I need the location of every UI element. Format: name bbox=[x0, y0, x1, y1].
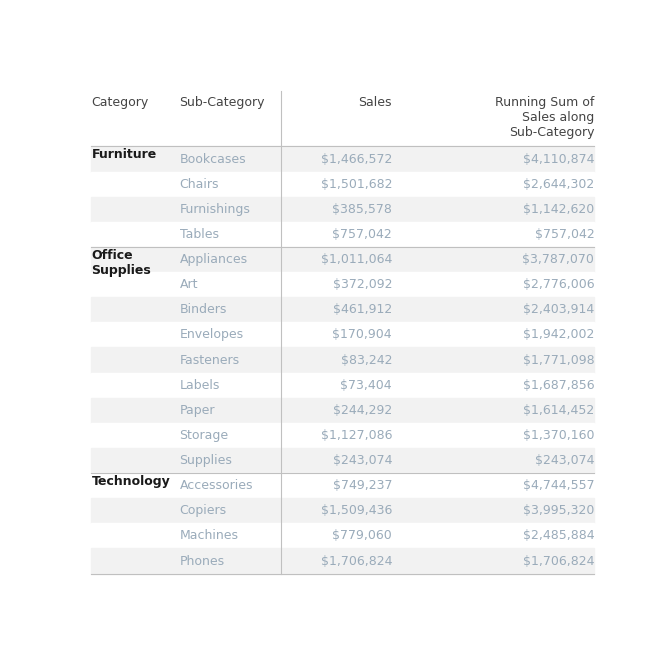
Text: $1,501,682: $1,501,682 bbox=[320, 178, 392, 191]
Text: $1,142,620: $1,142,620 bbox=[523, 203, 594, 215]
Text: $2,403,914: $2,403,914 bbox=[523, 303, 594, 316]
Text: $244,292: $244,292 bbox=[333, 404, 392, 417]
Bar bbox=[92, 222, 594, 247]
Text: $3,995,320: $3,995,320 bbox=[523, 504, 594, 517]
Text: $3,787,070: $3,787,070 bbox=[522, 253, 594, 266]
Bar bbox=[92, 323, 594, 347]
Text: Labels: Labels bbox=[179, 379, 220, 392]
Text: $243,074: $243,074 bbox=[535, 454, 594, 467]
Text: $83,242: $83,242 bbox=[341, 353, 392, 366]
Bar bbox=[92, 172, 594, 197]
Text: $4,110,874: $4,110,874 bbox=[522, 153, 594, 165]
Bar bbox=[92, 448, 594, 473]
Bar bbox=[92, 272, 594, 297]
Bar bbox=[92, 423, 594, 448]
Text: $461,912: $461,912 bbox=[333, 303, 392, 316]
Text: $1,706,824: $1,706,824 bbox=[522, 554, 594, 567]
Bar bbox=[92, 146, 594, 172]
Text: Phones: Phones bbox=[179, 554, 225, 567]
Text: Binders: Binders bbox=[179, 303, 227, 316]
Bar bbox=[92, 347, 594, 373]
Text: $1,771,098: $1,771,098 bbox=[522, 353, 594, 366]
Text: $1,466,572: $1,466,572 bbox=[320, 153, 392, 165]
Text: $243,074: $243,074 bbox=[332, 454, 392, 467]
Text: Paper: Paper bbox=[179, 404, 215, 417]
Text: $2,485,884: $2,485,884 bbox=[522, 530, 594, 543]
Bar bbox=[92, 398, 594, 423]
Text: $73,404: $73,404 bbox=[341, 379, 392, 392]
Text: Tables: Tables bbox=[179, 228, 219, 241]
Text: Category: Category bbox=[92, 96, 149, 109]
Text: $1,706,824: $1,706,824 bbox=[320, 554, 392, 567]
Text: Copiers: Copiers bbox=[179, 504, 227, 517]
Text: $757,042: $757,042 bbox=[332, 228, 392, 241]
Text: $170,904: $170,904 bbox=[332, 328, 392, 342]
Bar bbox=[92, 498, 594, 523]
Text: Sales: Sales bbox=[359, 96, 392, 109]
Text: $1,509,436: $1,509,436 bbox=[320, 504, 392, 517]
Text: Supplies: Supplies bbox=[179, 454, 232, 467]
Bar bbox=[92, 373, 594, 398]
Text: $757,042: $757,042 bbox=[535, 228, 594, 241]
Bar bbox=[92, 549, 594, 573]
Text: $2,776,006: $2,776,006 bbox=[522, 278, 594, 291]
Text: Furnishings: Furnishings bbox=[179, 203, 250, 215]
Bar bbox=[92, 197, 594, 222]
Text: Running Sum of
Sales along
Sub-Category: Running Sum of Sales along Sub-Category bbox=[495, 96, 594, 139]
Text: Technology: Technology bbox=[92, 475, 170, 488]
Text: Office
Supplies: Office Supplies bbox=[92, 249, 151, 277]
Text: $385,578: $385,578 bbox=[332, 203, 392, 215]
Text: Chairs: Chairs bbox=[179, 178, 219, 191]
Text: $372,092: $372,092 bbox=[332, 278, 392, 291]
Text: Machines: Machines bbox=[179, 530, 239, 543]
Text: Envelopes: Envelopes bbox=[179, 328, 244, 342]
Bar bbox=[92, 247, 594, 272]
Text: Furniture: Furniture bbox=[92, 148, 157, 161]
Text: Sub-Category: Sub-Category bbox=[179, 96, 265, 109]
Text: $749,237: $749,237 bbox=[332, 479, 392, 492]
Text: Appliances: Appliances bbox=[179, 253, 248, 266]
Text: $779,060: $779,060 bbox=[332, 530, 392, 543]
Text: $1,942,002: $1,942,002 bbox=[523, 328, 594, 342]
Text: $1,011,064: $1,011,064 bbox=[320, 253, 392, 266]
Bar bbox=[92, 297, 594, 323]
Text: $1,687,856: $1,687,856 bbox=[522, 379, 594, 392]
Bar bbox=[92, 473, 594, 498]
Text: Fasteners: Fasteners bbox=[179, 353, 240, 366]
Text: $1,370,160: $1,370,160 bbox=[522, 429, 594, 442]
Text: Art: Art bbox=[179, 278, 198, 291]
Text: Storage: Storage bbox=[179, 429, 229, 442]
Text: Bookcases: Bookcases bbox=[179, 153, 246, 165]
Text: $1,127,086: $1,127,086 bbox=[320, 429, 392, 442]
Text: Accessories: Accessories bbox=[179, 479, 253, 492]
Text: $4,744,557: $4,744,557 bbox=[522, 479, 594, 492]
Text: $2,644,302: $2,644,302 bbox=[523, 178, 594, 191]
Bar bbox=[92, 523, 594, 549]
Text: $1,614,452: $1,614,452 bbox=[523, 404, 594, 417]
